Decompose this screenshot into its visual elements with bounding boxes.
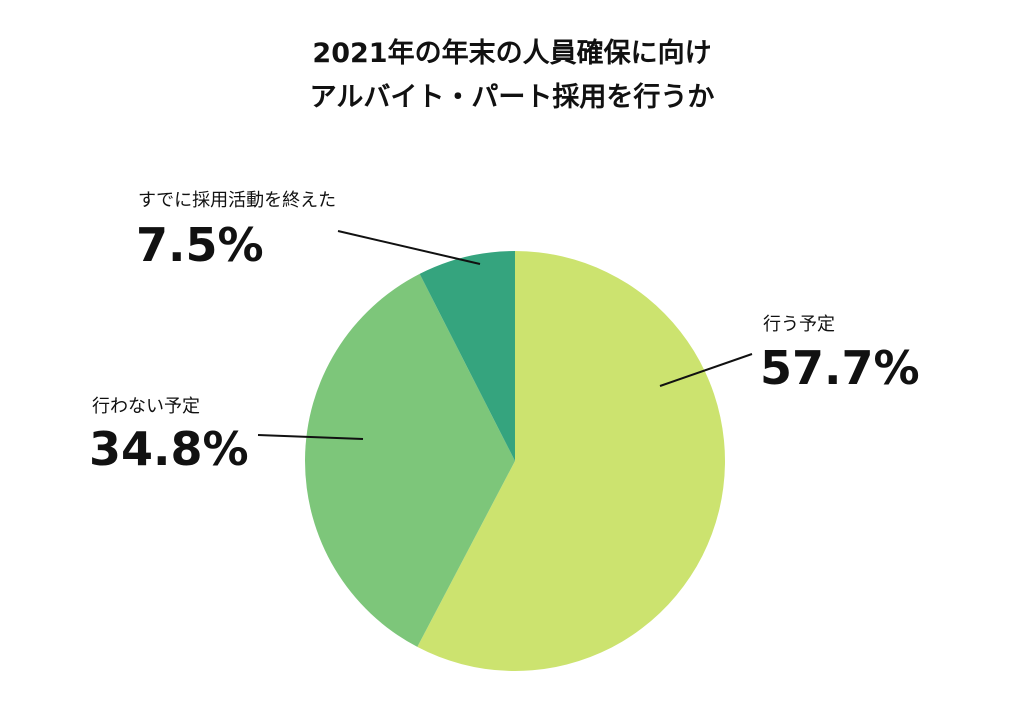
slice-value-1: 34.8% xyxy=(89,422,249,476)
chart-title-line-1: 2021年の年末の人員確保に向け xyxy=(312,37,711,69)
slice-value-0: 57.7% xyxy=(760,341,920,395)
leader-line-slice-0 xyxy=(659,353,753,387)
slice-label-1: 行わない予定 xyxy=(92,396,200,417)
pie-slice-0 xyxy=(417,251,725,672)
leader-line-slice-2 xyxy=(337,230,481,265)
chart-title-line-2: アルバイト・パート採用を行うか xyxy=(310,81,715,113)
pie-slice-2 xyxy=(419,251,515,461)
slice-label-2: すでに採用活動を終えた xyxy=(138,190,336,211)
leader-line-slice-1 xyxy=(257,434,364,440)
pie-slices xyxy=(305,251,725,672)
slice-label-0: 行う予定 xyxy=(763,314,835,335)
pie-slice-1 xyxy=(305,273,515,647)
slice-value-2: 7.5% xyxy=(136,218,264,272)
